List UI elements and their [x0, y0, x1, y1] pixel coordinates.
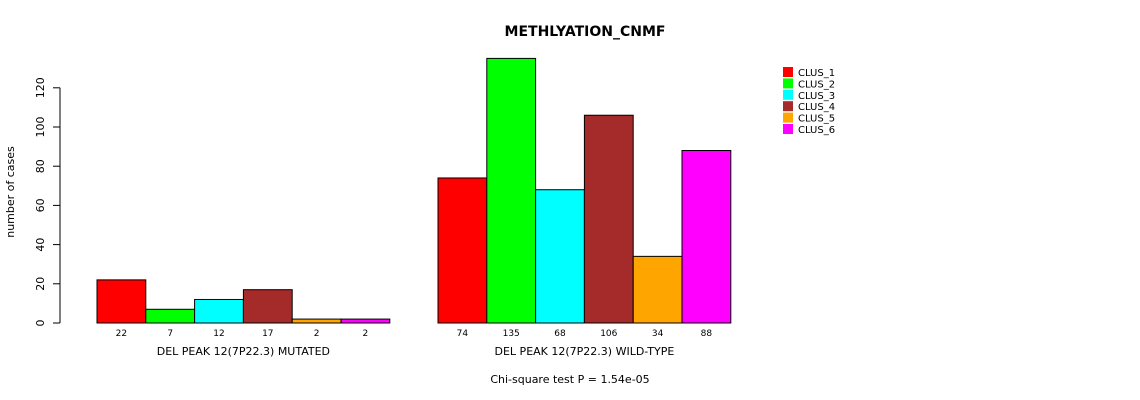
legend-entry: CLUS_6 — [798, 125, 835, 136]
y-tick-label: 60 — [34, 198, 47, 212]
bars: 22 7 12 17 2 2 74 135 68 106 34 88 — [96, 57, 732, 339]
chart-title: METHLYATION_CNMF — [505, 24, 666, 40]
y-tick-label: 80 — [34, 159, 47, 173]
bar-count-label: 2 — [363, 329, 369, 339]
bar-clus-1 — [437, 177, 488, 324]
legend-swatch — [783, 112, 793, 123]
legend-swatch — [783, 124, 793, 134]
bar-count-label: 7 — [167, 329, 173, 339]
legend-swatch — [783, 89, 793, 100]
bar-clus-1 — [96, 279, 147, 324]
y-tick-label: 0 — [34, 320, 47, 327]
y-tick-label: 20 — [34, 277, 47, 291]
chi-square-annotation: Chi-square test P = 1.54e-05 — [490, 373, 649, 386]
bar-clus-3 — [194, 298, 244, 324]
bar-clus-6 — [340, 318, 391, 324]
bar-clus-2 — [486, 57, 537, 324]
y-axis: 0 20 40 60 80 100 120 — [34, 77, 61, 327]
legend-entry: CLUS_4 — [798, 102, 835, 113]
bar-clus-5 — [632, 255, 683, 324]
bar-clus-4 — [583, 114, 634, 324]
bar-count-label: 17 — [262, 329, 273, 339]
y-tick-label: 100 — [34, 117, 47, 138]
bar-clus-3 — [535, 189, 585, 324]
bar-count-label: 68 — [554, 329, 566, 339]
y-tick-label: 40 — [34, 238, 47, 252]
bar-clus-6 — [681, 150, 732, 324]
bar-count-label: 34 — [652, 329, 664, 339]
legend-entry: CLUS_5 — [798, 114, 835, 125]
group-labels: DEL PEAK 12(7P22.3) MUTATED DEL PEAK 12(7… — [157, 345, 675, 358]
bar-count-label: 22 — [116, 329, 127, 339]
group-label: DEL PEAK 12(7P22.3) WILD-TYPE — [495, 345, 675, 358]
legend-entry: CLUS_3 — [798, 91, 835, 102]
bar-count-label: 135 — [503, 329, 520, 339]
legend-swatch — [783, 67, 793, 77]
bar-count-label: 88 — [701, 329, 713, 339]
group-label: DEL PEAK 12(7P22.3) MUTATED — [157, 345, 330, 358]
legend-entry: CLUS_2 — [798, 79, 835, 90]
y-axis-label: number of cases — [4, 146, 17, 238]
legend-swatch — [783, 101, 793, 112]
legend-entry: CLUS_1 — [798, 68, 835, 79]
bar-count-label: 106 — [600, 329, 617, 339]
y-tick-label: 120 — [34, 77, 47, 98]
bar-count-label: 74 — [457, 329, 469, 339]
bar-clus-5 — [291, 318, 342, 324]
bar-clus-4 — [242, 289, 293, 324]
bar-clus-2 — [145, 308, 196, 324]
bar-count-label: 12 — [213, 329, 224, 339]
legend-swatch — [783, 78, 793, 89]
bar-count-label: 2 — [314, 329, 320, 339]
